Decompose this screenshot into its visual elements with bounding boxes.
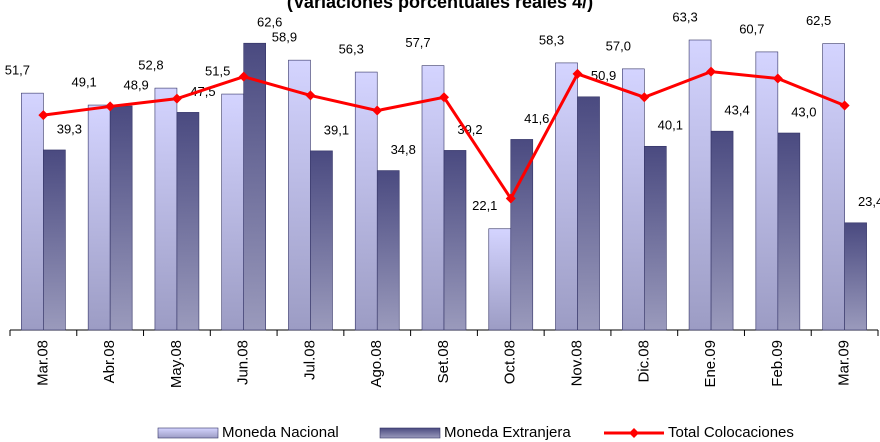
x-tick-label: Abr.08 [101,340,118,383]
bar [688,39,712,331]
chart-title: (Variaciones porcentuales reales 4/) [287,0,593,12]
value-label: 22,1 [472,198,497,213]
value-label: 58,9 [272,30,297,45]
value-label: 40,1 [658,118,683,133]
bar [844,222,867,331]
legend-swatch [157,427,219,439]
bar [221,93,244,331]
x-tick-label: Oct.08 [502,340,519,384]
value-label: 62,6 [257,15,282,30]
x-tick-label: Feb.09 [769,340,786,387]
value-label: 57,0 [606,38,631,53]
value-label: 56,3 [339,42,364,57]
bar [555,62,578,331]
value-label: 57,7 [405,35,430,50]
x-tick-label: Mar.08 [34,340,51,386]
value-label: 43,4 [724,103,749,118]
bar [310,150,333,331]
x-tick-label: May.08 [168,340,185,388]
bar [87,104,111,331]
bar [755,51,779,331]
x-tick-label: Ene.09 [702,340,719,388]
bar [288,59,311,331]
x-tick-label: Mar.09 [836,340,853,386]
x-tick-label: Set.08 [435,340,452,383]
bar [421,65,445,331]
line-marker [839,100,850,111]
bar [510,139,534,331]
line-marker [105,101,116,112]
line-marker [305,90,316,101]
line-marker [439,92,449,103]
line-marker [38,110,49,121]
legend-label: Moneda Nacional [222,424,339,441]
value-label: 48,9 [123,77,148,92]
bar [777,132,801,331]
value-label: 51,5 [205,63,230,78]
value-label: 41,6 [524,111,549,126]
line-marker [706,66,717,77]
line-marker [505,193,516,204]
value-label: 58,3 [539,32,564,47]
legend-swatch [379,427,441,439]
bar [109,105,133,331]
value-label: 63,3 [672,9,697,24]
value-label: 23,4 [858,194,880,209]
bar [443,150,467,331]
bar [376,170,400,331]
line-marker [639,92,650,103]
legend-marker [629,428,639,438]
line-marker [772,73,783,84]
line-marker [572,68,583,79]
line-marker [372,105,383,116]
bar [176,112,200,331]
line-marker [238,71,249,82]
bar [577,96,600,331]
value-label: 52,8 [138,58,163,73]
value-label: 39,1 [324,122,349,137]
bar [822,43,845,331]
bar [644,145,667,331]
legend-label: Total Colocaciones [668,424,794,441]
bar [43,149,66,331]
bar [710,130,734,331]
x-tick-label: Jul.08 [301,340,318,380]
bar [243,42,266,331]
x-tick-label: Nov.08 [569,340,586,386]
bar [622,68,645,331]
x-tick-label: Ago.08 [368,340,385,388]
bar [154,87,178,331]
value-label: 62,5 [806,13,831,28]
value-label: 49,1 [71,74,96,89]
value-label: 60,7 [739,21,764,36]
value-label: 34,8 [391,142,416,157]
value-label: 39,3 [57,121,82,136]
legend-label: Moneda Extranjera [444,424,571,441]
line-marker [171,93,182,104]
x-tick-label: Jun.08 [235,340,252,385]
bar [21,92,44,331]
x-tick-label: Dic.08 [635,340,652,383]
value-label: 51,7 [5,63,30,78]
bar [488,228,512,331]
value-label: 43,0 [791,104,816,119]
